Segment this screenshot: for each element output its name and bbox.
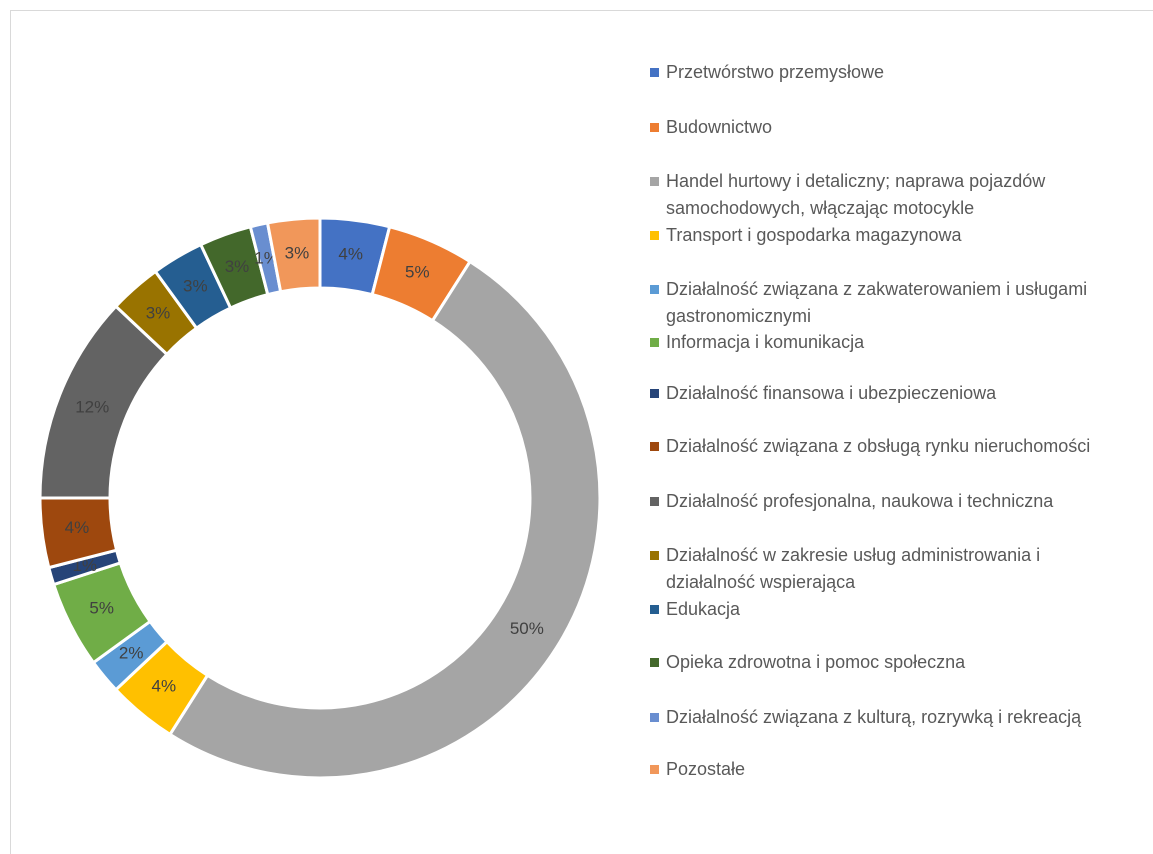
legend-item: Przetwórstwo przemysłowe [650,59,1130,86]
legend-item: Działalność finansowa i ubezpieczeniowa [650,380,1130,407]
legend-swatch [650,123,659,132]
legend-item: Działalność związana z obsługą rynku nie… [650,433,1130,460]
data-label: 12% [75,397,109,416]
legend-swatch [650,605,659,614]
legend-swatch [650,177,659,186]
legend-item: Edukacja [650,596,1130,623]
legend-label: Transport i gospodarka magazynowa [666,225,962,245]
legend-swatch [650,658,659,667]
legend-label: Pozostałe [666,759,746,779]
donut-slice [167,259,602,780]
legend-item: Działalność profesjonalna, naukowa i tec… [650,488,1130,515]
legend-swatch [650,551,659,560]
legend-swatch [650,765,659,774]
legend-item: Informacja i komunikacja [650,329,1130,356]
donut-slice [265,216,322,294]
legend-label: Działalność związana z zakwaterowaniem i… [666,279,1088,326]
legend-label: Opieka zdrowotna i pomoc społeczna [666,652,966,672]
chart-border [10,10,1153,854]
legend-label: Działalność profesjonalna, naukowa i tec… [666,491,1054,511]
legend-item: Działalność związana z zakwaterowaniem i… [650,276,1130,330]
legend-label: Działalność związana z kulturą, rozrywką… [666,707,1082,727]
data-label: 3% [285,244,310,263]
data-label: 4% [152,676,177,695]
legend-swatch [650,285,659,294]
legend-label: Budownictwo [666,117,773,137]
data-label: 3% [225,257,250,276]
legend-item: Działalność związana z kulturą, rozrywką… [650,704,1130,731]
legend-swatch [650,231,659,240]
legend-item: Działalność w zakresie usług administrow… [650,542,1130,596]
legend-item: Handel hurtowy i detaliczny; naprawa poj… [650,168,1130,222]
legend-swatch [650,68,659,77]
data-label: 2% [119,644,144,663]
legend-label: Informacja i komunikacja [666,332,865,352]
legend-item: Budownictwo [650,114,1130,141]
legend-label: Działalność w zakresie usług administrow… [666,545,1041,592]
legend-label: Edukacja [666,599,741,619]
legend-item: Transport i gospodarka magazynowa [650,222,1130,249]
data-label: 5% [89,599,114,618]
legend-swatch [650,497,659,506]
legend-label: Działalność finansowa i ubezpieczeniowa [666,383,997,403]
legend-label: Przetwórstwo przemysłowe [666,62,885,82]
legend-item: Opieka zdrowotna i pomoc społeczna [650,649,1130,676]
data-label: 4% [65,518,90,537]
legend-swatch [650,389,659,398]
data-label: 5% [405,263,430,282]
legend-swatch [650,442,659,451]
data-label: 50% [510,619,544,638]
legend-swatch [650,338,659,347]
legend-label: Handel hurtowy i detaliczny; naprawa poj… [666,171,1046,218]
data-label: 3% [146,304,171,323]
data-label: 4% [338,244,363,263]
legend-label: Działalność związana z obsługą rynku nie… [666,436,1091,456]
data-label: 3% [183,277,208,296]
legend-item: Pozostałe [650,756,1130,783]
legend-swatch [650,713,659,722]
